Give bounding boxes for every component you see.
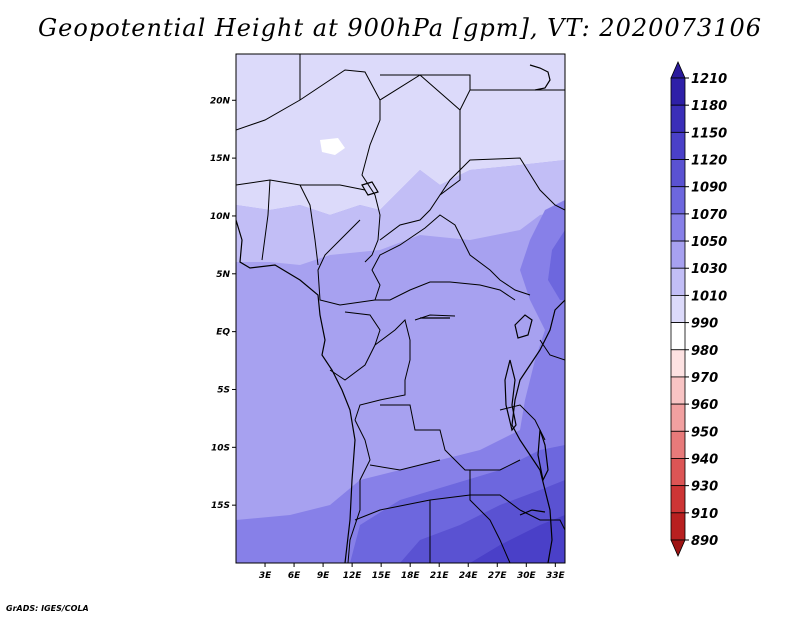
map-frame: [235, 53, 566, 564]
border-line: [469, 470, 511, 563]
colorbar-label: 1050: [691, 235, 727, 250]
colorbar-label: 1090: [691, 181, 727, 196]
y-tick-label: 20N: [210, 96, 231, 106]
x-tick-label: 24E: [459, 571, 479, 581]
colorbar-label: 910: [691, 507, 718, 522]
border-line: [369, 459, 441, 471]
x-tick-label: 21E: [430, 571, 450, 581]
border-line: [236, 69, 381, 263]
border-line: [539, 339, 565, 361]
border-line: [380, 74, 565, 91]
field-1010-band: [236, 54, 565, 215]
colorbar-swatch: [670, 131, 686, 160]
border-line: [354, 319, 411, 421]
border-line: [380, 404, 521, 471]
x-tick-label: 33E: [546, 571, 566, 581]
border-line: [459, 89, 471, 111]
colorbar-label: 950: [691, 425, 718, 440]
lake-chad: [361, 181, 379, 196]
colorbar-label: 960: [691, 398, 718, 413]
colorbar-label: 1030: [691, 262, 727, 277]
coastline: [236, 219, 356, 563]
x-tick-label: 30E: [517, 571, 537, 581]
colorbar-label: 980: [691, 344, 718, 359]
colorbar-swatch: [670, 295, 686, 323]
x-tick-label: 3E: [259, 571, 272, 581]
chart-title: Geopotential Height at 900hPa [gpm], VT:…: [38, 14, 762, 42]
colorbar-swatch: [670, 403, 686, 432]
border-line: [375, 281, 516, 301]
colorbar-swatch: [670, 485, 686, 514]
colorbar-top-arrow: [670, 61, 686, 79]
colorbar-swatch: [670, 186, 686, 215]
field-990-patch: [320, 138, 345, 155]
border-line: [299, 184, 319, 266]
lake-tanganyika: [504, 359, 517, 432]
colorbar-label: 1010: [691, 289, 727, 304]
x-tick-label: 18E: [401, 571, 421, 581]
lake-malawi: [537, 429, 549, 482]
x-tick-label: 27E: [488, 571, 508, 581]
border-line: [519, 509, 565, 531]
colorbar-swatch: [670, 213, 686, 242]
y-tick-label: 15N: [210, 154, 231, 164]
y-axis: 20N 15N 10N 5N EQ 5S 10S 15S: [210, 96, 236, 511]
x-axis: 3E 6E 9E 12E 15E 18E 21E 24E 27E 30E 33E: [259, 563, 566, 581]
colorbar-label: 940: [691, 452, 718, 467]
coastline: [529, 64, 551, 91]
y-tick-label: EQ: [216, 328, 230, 338]
credit-label: GrADS: IGES/COLA: [6, 604, 89, 613]
lake-victoria: [514, 314, 533, 339]
field-1120-south: [470, 515, 565, 563]
colorbar-label: 1180: [691, 99, 727, 114]
colorbar-swatch: [670, 349, 686, 378]
border-line: [371, 214, 531, 301]
colorbar-label: 1210: [691, 72, 727, 87]
border-line: [317, 219, 376, 306]
border-line: [354, 494, 521, 521]
colorbar-swatch: [670, 322, 686, 351]
border-line: [439, 157, 565, 211]
border-line: [347, 419, 371, 563]
colorbar-label: 970: [691, 371, 718, 386]
x-tick-label: 9E: [317, 571, 330, 581]
colorbar-label: 890: [691, 534, 718, 549]
x-tick-label: 12E: [343, 571, 363, 581]
map-plot: [236, 54, 565, 563]
lake-kariba: [519, 509, 546, 516]
colorbar-label: 1070: [691, 208, 727, 223]
colorbar-label: 1150: [691, 126, 727, 141]
y-tick-label: 10N: [210, 212, 231, 222]
colorbar-swatch: [670, 240, 686, 269]
colorbar-swatch: [670, 458, 686, 487]
colorbar: 1210 1180 1150 1120 1090 1070 1050 1030 1010 990 9…: [670, 61, 727, 557]
colorbar-label: 1120: [691, 154, 727, 169]
y-tick-label: 5S: [217, 385, 230, 395]
x-tick-label: 6E: [288, 571, 301, 581]
colorbar-swatch: [670, 104, 686, 133]
colorbar-label: 990: [691, 317, 718, 332]
x-tick-label: 15E: [372, 571, 392, 581]
colorbar-swatch: [670, 376, 686, 405]
field-1030-band: [236, 160, 565, 265]
colorbar-swatch: [670, 512, 686, 541]
colorbar-bottom-arrow: [670, 539, 686, 557]
colorbar-label: 930: [691, 480, 718, 495]
colorbar-swatch: [670, 77, 686, 106]
coastline: [511, 299, 565, 563]
y-tick-label: 10S: [211, 443, 230, 453]
field-1070-east: [548, 230, 565, 300]
y-tick-label: 15S: [211, 501, 230, 511]
colorbar-swatch: [670, 267, 686, 296]
colorbar-swatch: [670, 430, 686, 459]
colorbar-swatch: [670, 159, 686, 188]
y-tick-label: 5N: [216, 270, 230, 280]
border-line: [261, 179, 271, 261]
